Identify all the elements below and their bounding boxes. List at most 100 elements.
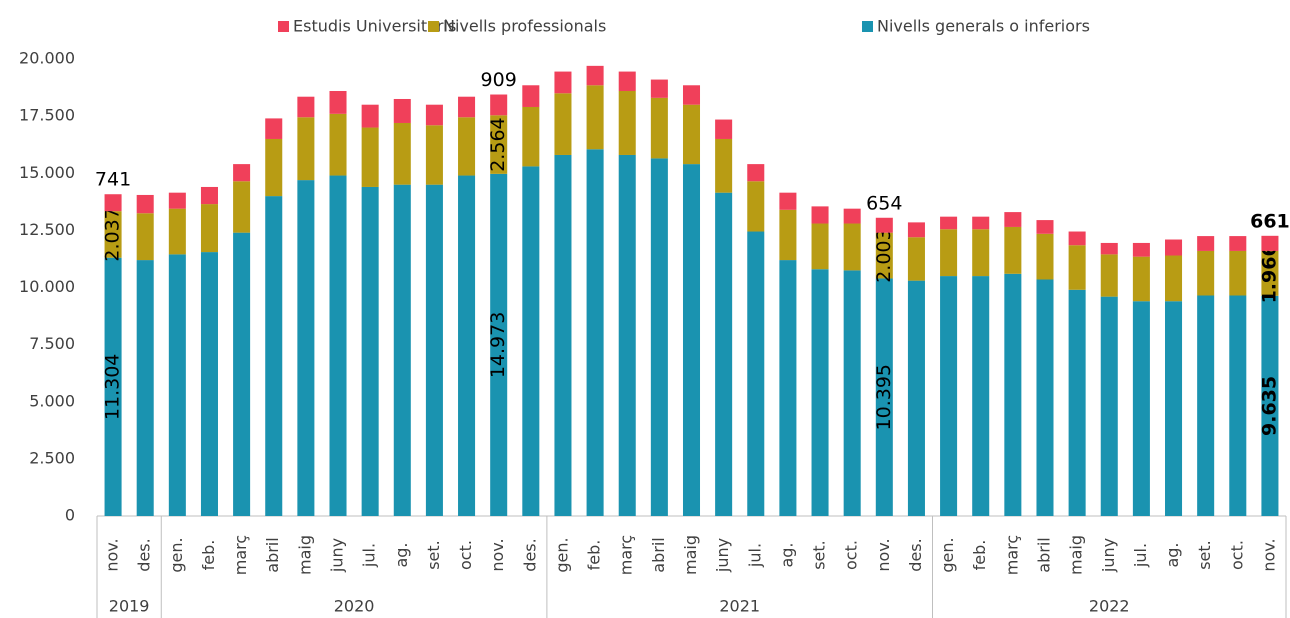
x-tick-label: nov.: [103, 538, 122, 571]
value-label: 654: [866, 192, 902, 214]
bar-segment: [168, 254, 186, 516]
x-tick-label: des.: [520, 538, 539, 571]
bar-segment: [490, 115, 508, 174]
x-tick-label: set.: [424, 540, 443, 570]
bar-segment: [490, 94, 508, 116]
bar-segment: [136, 260, 154, 516]
x-tick-label: oct.: [1227, 540, 1246, 570]
bar-segment: [361, 127, 379, 187]
x-tick-label: ag.: [777, 542, 796, 567]
bar-segment: [586, 65, 604, 86]
x-tick-label: des.: [135, 538, 154, 571]
bar-segment: [1261, 295, 1279, 516]
bar-segment: [972, 229, 990, 277]
bar-segment: [618, 90, 636, 155]
legend-label: Nivells generals o inferiors: [877, 17, 1090, 36]
bar-segment: [168, 208, 186, 255]
x-tick-label: març: [617, 535, 636, 575]
legend-swatch: [862, 21, 873, 32]
y-tick-label: 5.000: [29, 391, 75, 410]
bar-segment: [1165, 255, 1183, 302]
x-tick-label: gen.: [938, 537, 957, 572]
value-label: 10.395: [873, 364, 895, 430]
x-tick-label: gen.: [167, 537, 186, 572]
y-tick-label: 20.000: [19, 49, 75, 68]
x-group-label: 2020: [334, 597, 375, 616]
x-tick-label: maig: [681, 535, 700, 575]
bar-segment: [393, 184, 411, 517]
y-tick-label: 17.500: [19, 106, 75, 125]
bar-segment: [747, 164, 765, 182]
value-label: 14.973: [487, 312, 509, 378]
bar-segment: [682, 104, 701, 165]
bar-segment: [1197, 236, 1215, 251]
bar-segment: [1036, 220, 1054, 234]
bar-segment: [715, 119, 733, 139]
bar-segment: [1229, 250, 1247, 296]
bar-segment: [458, 117, 476, 176]
bar-segment: [329, 90, 347, 114]
bar-segment: [1229, 295, 1247, 516]
bar-segment: [200, 186, 218, 205]
bar-segment: [779, 260, 797, 516]
bar-segment: [650, 158, 668, 516]
bar-segment: [393, 122, 411, 185]
bar-segment: [811, 206, 829, 224]
bar-segment: [1132, 242, 1150, 257]
bar-segment: [779, 192, 797, 210]
value-label: 9.635: [1258, 376, 1280, 436]
bar-segment: [1004, 226, 1022, 274]
bar-segment: [554, 154, 572, 516]
bar-segment: [458, 96, 476, 118]
bar-segment: [1068, 245, 1086, 290]
bar-segment: [1004, 273, 1022, 516]
x-tick-label: ag.: [392, 542, 411, 567]
x-tick-label: set.: [810, 540, 829, 570]
bar-segment: [104, 211, 122, 258]
bar-segment: [522, 85, 540, 107]
bar-segment: [618, 71, 636, 91]
bar-segment: [875, 217, 893, 233]
x-tick-label: abril: [263, 537, 282, 572]
bar-segment: [1165, 301, 1183, 516]
x-tick-label: feb.: [970, 540, 989, 571]
bar-segment: [1100, 296, 1118, 516]
bar-segment: [104, 194, 122, 212]
value-label: 909: [481, 69, 517, 91]
value-label: 11.304: [102, 354, 124, 420]
x-group-label: 2022: [1089, 597, 1130, 616]
bar-segment: [1068, 289, 1086, 516]
legend-swatch: [428, 21, 439, 32]
bar-segment: [329, 113, 347, 176]
x-tick-label: feb.: [585, 540, 604, 571]
bar-segment: [907, 237, 925, 281]
bar-segment: [1261, 235, 1279, 251]
bar-segment: [329, 175, 347, 516]
legend-label: Nivells professionals: [443, 17, 606, 36]
bar-segment: [747, 231, 765, 516]
bar-segment: [361, 104, 379, 128]
x-tick-label: gen.: [552, 537, 571, 572]
bar-segment: [490, 173, 508, 516]
bar-segment: [297, 180, 315, 517]
bar-segment: [168, 192, 186, 209]
bar-segment: [650, 97, 668, 159]
bar-segment: [297, 117, 315, 181]
bar-segment: [522, 106, 540, 167]
bar-segment: [1004, 212, 1022, 227]
bar-segment: [522, 166, 540, 516]
bar-segment: [200, 252, 218, 516]
legend-swatch: [278, 21, 289, 32]
bar-segment: [393, 98, 411, 123]
x-tick-label: jul.: [1131, 543, 1150, 568]
bar-segment: [265, 196, 283, 516]
bar-segment: [458, 175, 476, 516]
bar-segment: [361, 186, 379, 516]
x-tick-label: maig: [295, 535, 314, 575]
bar-segment: [715, 192, 733, 517]
bar-segment: [554, 93, 572, 155]
bar-segment: [554, 71, 572, 94]
bar-segment: [425, 125, 443, 185]
x-tick-label: des.: [906, 538, 925, 571]
